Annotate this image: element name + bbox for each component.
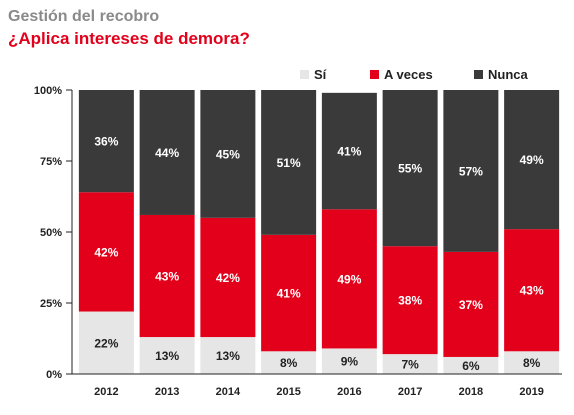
y-tick-label: 50% xyxy=(40,227,62,239)
bar-segment-2012-1 xyxy=(78,311,134,374)
chart-subtitle: Gestión del recobro xyxy=(8,8,160,25)
bar-segment-2018-2 xyxy=(443,251,499,357)
data-label-2015-1: 8% xyxy=(280,356,298,370)
bar-segment-2018-3 xyxy=(443,90,499,252)
data-label-2018-3: 57% xyxy=(459,164,483,178)
data-label-2014-1: 13% xyxy=(216,349,240,363)
legend-swatch-1 xyxy=(300,70,309,79)
y-tick-label: 0% xyxy=(46,369,62,381)
data-label-2012-2: 42% xyxy=(94,245,118,259)
legend-label-1: Sí xyxy=(314,67,327,82)
x-tick-label-2017: 2017 xyxy=(398,386,422,398)
data-label-2015-3: 51% xyxy=(277,156,301,170)
data-label-2012-3: 36% xyxy=(94,135,118,149)
data-label-2016-1: 9% xyxy=(341,355,359,369)
bar-segment-2012-2 xyxy=(78,192,134,312)
data-label-2018-2: 37% xyxy=(459,298,483,312)
chart-header: Gestión del recobro ¿Aplica intereses de… xyxy=(8,6,568,50)
x-tick-label-2014: 2014 xyxy=(216,386,241,398)
bar-segment-2017-2 xyxy=(382,246,438,355)
data-label-2016-2: 49% xyxy=(337,272,361,286)
bar-segment-2015-3 xyxy=(261,90,317,235)
x-tick-label-2018: 2018 xyxy=(459,386,483,398)
bar-segment-2014-3 xyxy=(200,90,256,218)
data-label-2019-2: 43% xyxy=(520,284,544,298)
data-label-2015-2: 41% xyxy=(277,287,301,301)
x-tick-label-2019: 2019 xyxy=(519,386,543,398)
data-label-2013-3: 44% xyxy=(155,146,179,160)
data-label-2013-2: 43% xyxy=(155,270,179,284)
data-label-2013-1: 13% xyxy=(155,349,179,363)
bar-segment-2016-3 xyxy=(321,92,377,210)
bar-segment-2015-1 xyxy=(261,351,317,374)
data-label-2019-3: 49% xyxy=(520,153,544,167)
data-label-2012-1: 22% xyxy=(94,336,118,350)
legend-label-2: A veces xyxy=(384,67,433,82)
data-label-2017-2: 38% xyxy=(398,294,422,308)
bar-segment-2014-2 xyxy=(200,217,256,338)
y-tick-label: 25% xyxy=(40,298,62,310)
data-label-2016-3: 41% xyxy=(337,145,361,159)
bar-segment-2019-2 xyxy=(504,229,560,352)
data-label-2017-1: 7% xyxy=(401,358,419,372)
y-tick-label: 100% xyxy=(34,85,62,97)
bar-segment-2015-2 xyxy=(261,234,317,352)
data-label-2018-1: 6% xyxy=(462,359,480,373)
bar-segment-2018-1 xyxy=(443,356,499,374)
x-tick-label-2015: 2015 xyxy=(276,386,300,398)
bar-segment-2016-1 xyxy=(321,348,377,374)
x-tick-label-2012: 2012 xyxy=(94,386,118,398)
bar-segment-2017-3 xyxy=(382,90,438,247)
bar-segment-2012-3 xyxy=(78,90,134,193)
legend-swatch-3 xyxy=(474,70,483,79)
bar-segment-2013-2 xyxy=(139,214,195,338)
legend-label-3: Nunca xyxy=(488,67,529,82)
data-label-2019-1: 8% xyxy=(523,356,541,370)
bar-segment-2013-3 xyxy=(139,90,195,215)
legend-swatch-2 xyxy=(370,70,379,79)
bar-segment-2013-1 xyxy=(139,337,195,374)
data-label-2017-3: 55% xyxy=(398,162,422,176)
bar-segment-2014-1 xyxy=(200,337,256,374)
x-tick-label-2013: 2013 xyxy=(155,386,179,398)
bar-segment-2016-2 xyxy=(321,209,377,349)
bar-segment-2017-1 xyxy=(382,354,438,374)
chart-title: ¿Aplica intereses de demora? xyxy=(8,29,250,48)
y-tick-label: 75% xyxy=(40,156,62,168)
x-tick-label-2016: 2016 xyxy=(337,386,361,398)
data-label-2014-3: 45% xyxy=(216,147,240,161)
data-label-2014-2: 42% xyxy=(216,271,240,285)
bar-segment-2019-3 xyxy=(504,90,560,230)
bar-segment-2019-1 xyxy=(504,351,560,374)
